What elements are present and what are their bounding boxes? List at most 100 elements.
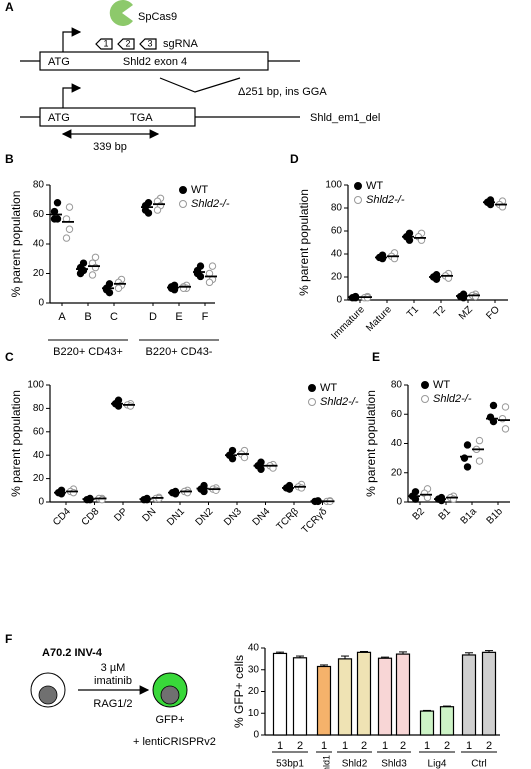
data-point [98,495,106,504]
y-tick-label: 40 [391,438,403,449]
deletion-label: Δ251 bp, ins GGA [238,86,327,98]
sgrna-box [139,38,157,50]
y-tick-label: 80 [33,403,45,414]
x-tick-label: DN3 [222,506,244,528]
enzyme-label: SpCas9 [138,11,177,23]
data-point [126,402,135,410]
bar [272,652,288,736]
x-tick-label: B1 [437,506,454,523]
dose: 3 µM [101,662,126,674]
data-point [57,490,66,498]
x-tick-label: Immature [329,304,367,342]
promoter-arrow [62,83,82,108]
group-label: Ctrl [471,759,487,769]
x-tick-label: 1 [342,740,348,752]
y-tick-label: 80 [391,380,403,391]
data-point [463,441,472,449]
y-tick-label: 100 [325,180,342,191]
x-tick-label: 2 [444,740,450,752]
start-codon: ATG [48,56,70,68]
enzyme: RAG1/2 [93,698,132,710]
x-tick-label: B2 [411,506,428,523]
x-tick-label: B [84,311,91,323]
x-tick-label: 1 [382,740,388,752]
sgrna-box [117,38,135,50]
length-label: 339 bp [93,141,127,153]
y-tick-label: 20 [391,467,403,478]
x-tick-label: B1a [459,506,480,527]
cas9-icon [109,0,133,26]
group-label: B220+ CD43+ [53,346,123,358]
group-label: B220+ CD43- [146,346,213,358]
data-point [501,425,510,433]
legend-marker [421,381,429,389]
panel-label: B [5,152,14,166]
legend-marker [354,196,362,204]
y-axis-label: % parent population [364,390,378,497]
y-tick-label: 40 [331,249,343,260]
y-tick-label: 10 [248,708,260,719]
bar [356,651,372,736]
y-axis-label: % parent population [297,189,311,296]
sgrna-box [95,38,113,50]
data-point [463,463,472,471]
legend-marker [179,200,187,208]
data-point [69,488,78,497]
data-point [475,436,484,445]
x-tick-label: 1 [321,740,327,752]
sgrna-number: 1 [103,38,108,48]
x-tick-label: C [110,311,118,323]
legend-marker [179,186,187,194]
y-tick-label: 100 [27,380,44,391]
legend-label: WT [433,379,450,391]
x-tick-label: 2 [486,740,492,752]
x-tick-label: CD8 [80,506,102,528]
stop-codon: TGA [130,112,153,124]
x-tick-label: TCRγδ [300,506,330,536]
sgrna-number: 3 [147,38,152,48]
data-point [212,486,220,494]
bar [481,651,497,736]
x-tick-label: 1 [277,740,283,752]
data-point [88,271,97,279]
x-tick-label: Mature [364,304,394,334]
x-tick-label: DN4 [251,506,273,528]
y-tick-label: 20 [248,686,260,697]
x-tick-label: T1 [405,304,421,320]
y-tick-label: 30 [248,664,260,675]
legend-label: Shld2-/- [433,393,472,405]
data-point [205,278,214,287]
y-tick-label: 20 [331,272,343,283]
x-tick-label: 2 [400,740,406,752]
data-point [228,455,237,463]
x-tick-label: DP [112,506,130,524]
y-tick-label: 40 [33,450,45,461]
y-axis-label: % GFP+ cells [232,655,246,728]
panel-label: D [290,152,299,166]
cell-line: A70.2 INV-4 [42,647,103,659]
x-tick-label: 1 [466,740,472,752]
data-point [285,485,294,493]
legend-label: WT [320,382,337,394]
y-tick-label: 0 [253,730,259,741]
legend-label: Shld2-/- [320,396,359,408]
panel-label: A [5,0,14,14]
nucleus [38,685,58,705]
legend-marker [308,384,316,392]
x-tick-label: 2 [361,740,367,752]
y-tick-label: 20 [33,473,45,484]
group-label: 53bp1 [276,759,304,769]
promoter-arrow [62,27,82,52]
bar [377,657,393,736]
gene-diagram: SpCas9 1 2 3 sgRNA ATG Shld2 exon 4 Δ251… [20,0,380,153]
y-tick-label: 60 [391,409,403,420]
allele-label: Shld_em1_del [310,112,380,124]
group-label: Lig4 [428,759,447,769]
group-label: Shld3 [381,759,407,769]
x-tick-label: B1b [485,506,506,527]
data-point [297,484,306,492]
legend-label: Shld2-/- [366,194,405,206]
x-tick-label: FO [484,304,502,322]
drug: imatinib [94,675,132,687]
